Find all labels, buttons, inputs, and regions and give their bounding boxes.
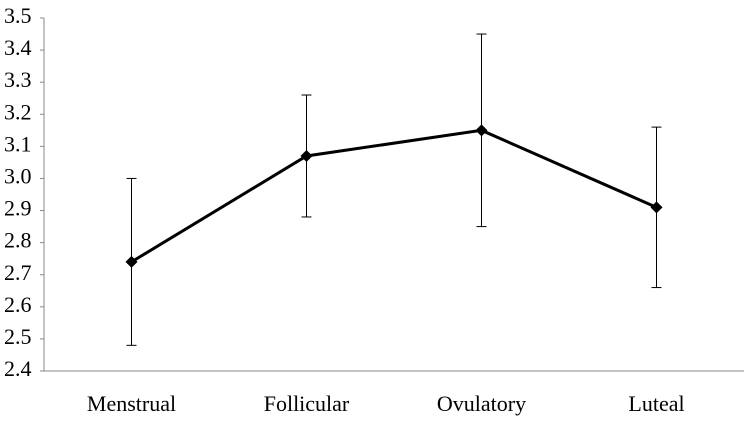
y-tick-label: 3.5 [4,3,32,28]
y-tick-label: 2.7 [4,260,32,285]
data-point [650,201,663,214]
y-tick-label: 3.1 [4,131,32,156]
x-tick-label: Menstrual [87,391,176,416]
x-tick-label: Ovulatory [437,391,526,416]
y-tick-label: 3.2 [4,99,32,124]
series-line [130,128,658,264]
y-tick-label: 3.3 [4,67,32,92]
y-tick-label: 3.4 [4,35,32,60]
y-tick-label: 2.8 [4,228,32,253]
y-tick-label: 2.9 [4,196,32,221]
y-tick-label: 2.6 [4,292,32,317]
x-tick-label: Luteal [628,391,684,416]
data-point [300,149,313,162]
y-tick-label: 3.0 [4,164,32,189]
data-point [475,124,488,137]
x-tick-label: Follicular [264,391,350,416]
y-tick-label: 2.4 [4,356,32,381]
data-point [125,255,138,268]
y-tick-label: 2.5 [4,324,32,349]
